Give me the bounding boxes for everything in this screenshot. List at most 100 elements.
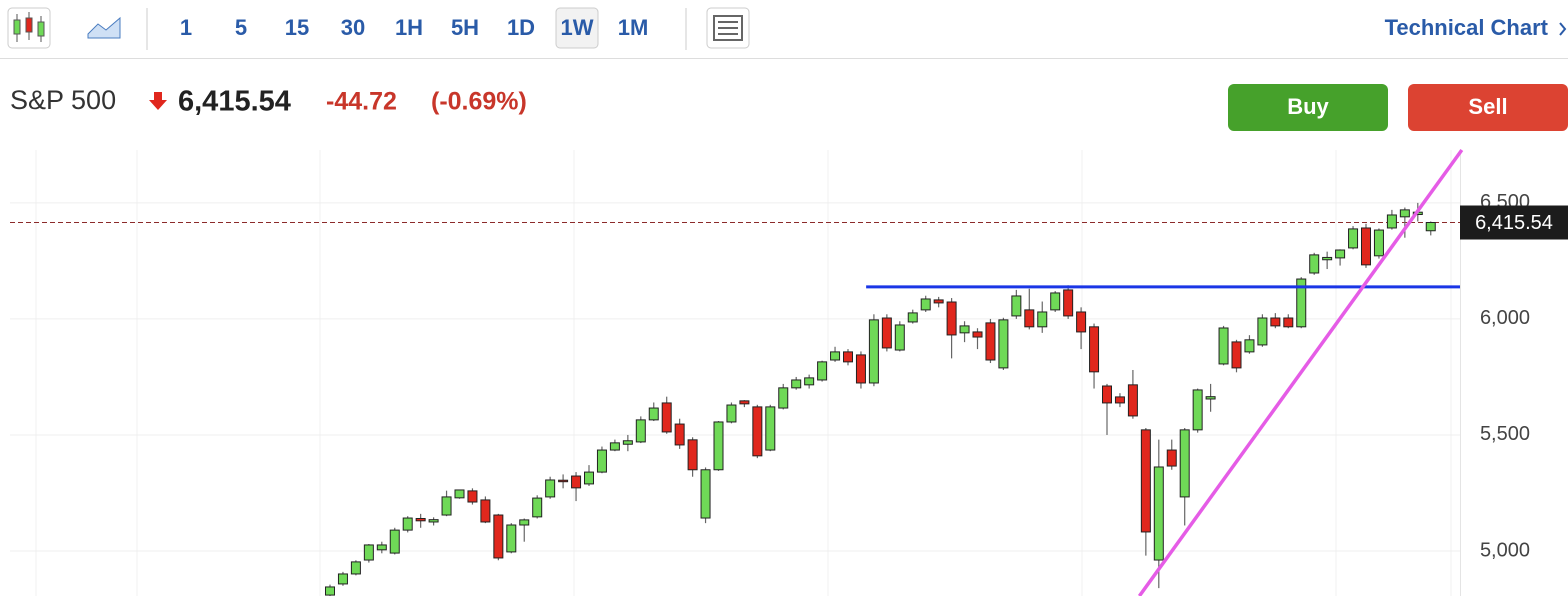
- candle-body: [1218, 327, 1229, 365]
- candle-body: [920, 298, 931, 311]
- candle-body: [1089, 326, 1100, 373]
- candle-body: [687, 439, 698, 471]
- change-percent: (-0.69%): [431, 88, 527, 116]
- candle-body: [1063, 289, 1074, 317]
- line-icon[interactable]: [87, 16, 121, 39]
- candle-body: [1322, 256, 1333, 261]
- interval-button[interactable]: 15: [285, 15, 309, 40]
- candle-body: [1386, 214, 1397, 229]
- link-arrow: [1559, 22, 1567, 36]
- candle-body: [1231, 341, 1242, 369]
- toolbar: 1 5 15 30 1H 5H 1D 1W 1M Technical Chart: [0, 7, 1568, 59]
- candle-body: [661, 402, 672, 433]
- candle-body: [830, 351, 841, 361]
- buy-label: Buy: [1287, 94, 1329, 119]
- candle-body: [817, 361, 828, 381]
- interval-button[interactable]: 5: [235, 15, 247, 40]
- candle-icon: [13, 12, 45, 42]
- candle-body: [700, 469, 711, 519]
- candle-body: [1309, 254, 1320, 274]
- price-tag-label: 6,415.54: [1475, 212, 1553, 234]
- buy-button[interactable]: [1228, 84, 1388, 131]
- candle-body: [674, 423, 685, 446]
- candle-body: [804, 377, 815, 386]
- interval-button[interactable]: 1M: [618, 15, 649, 40]
- candle-body: [415, 517, 426, 522]
- plot: [10, 202, 1460, 596]
- candle-body: [454, 489, 465, 499]
- candle-body: [596, 449, 607, 473]
- interval-button[interactable]: 1D: [507, 15, 535, 40]
- candle-body: [843, 351, 853, 363]
- change: -44.72: [326, 88, 397, 116]
- candle-body: [376, 544, 387, 551]
- candle-body: [739, 400, 750, 405]
- candle-body: [907, 312, 918, 323]
- candle-body: [765, 406, 776, 451]
- candle-body: [558, 479, 569, 483]
- y-tick-label: 6,000: [1480, 307, 1530, 329]
- y-tick-label: 5,000: [1480, 539, 1530, 561]
- sell-label: Sell: [1468, 94, 1507, 119]
- candle-body: [467, 490, 478, 503]
- price-tag: [1460, 205, 1568, 240]
- candle-body: [545, 479, 556, 498]
- candle-body: [1399, 209, 1410, 218]
- candle-body: [726, 404, 737, 423]
- candle-body: [1361, 227, 1371, 266]
- candle-body: [791, 379, 802, 389]
- down-arrow: [149, 92, 167, 110]
- candle-body: [428, 519, 439, 523]
- candle-body: [881, 317, 892, 349]
- candle-body: [532, 497, 543, 518]
- candle-body: [1373, 229, 1384, 257]
- interval-buttons: 1 5 15 30 1H 5H 1D 1W 1M: [180, 7, 649, 49]
- interval-button[interactable]: 30: [341, 15, 365, 40]
- candle-body: [635, 419, 646, 443]
- candle-body: [894, 324, 905, 351]
- instrument-name: S&P 500: [10, 85, 116, 115]
- candle-body: [1192, 389, 1203, 431]
- candle-body: [363, 544, 374, 561]
- candle-body: [1153, 466, 1164, 561]
- candle-body: [506, 524, 517, 553]
- candle-body: [584, 471, 594, 485]
- candle-body: [1114, 396, 1125, 404]
- candle-body: [571, 475, 582, 489]
- candle-body: [1205, 396, 1216, 400]
- technical-chart-link[interactable]: Technical Chart: [1385, 15, 1549, 40]
- candle-body: [1425, 222, 1436, 232]
- interval-button[interactable]: 1: [180, 15, 192, 40]
- sell-button[interactable]: [1408, 84, 1568, 131]
- candle-body: [1257, 317, 1268, 346]
- y-tick-label: 5,500: [1480, 423, 1530, 445]
- candle-body: [337, 573, 348, 585]
- candle-body: [441, 496, 452, 516]
- candle-body: [1270, 317, 1281, 327]
- interval-button[interactable]: 1W: [561, 15, 594, 40]
- candle-body: [713, 421, 724, 471]
- candle-body: [1140, 429, 1151, 533]
- candle-body: [946, 301, 957, 336]
- candle-body: [609, 442, 620, 451]
- candle-body: [648, 407, 659, 421]
- candle-body: [389, 529, 400, 554]
- candle-body: [972, 331, 983, 338]
- candle-body: [959, 325, 970, 334]
- candle-body: [778, 387, 789, 409]
- candle-body: [868, 319, 879, 384]
- candle-body: [493, 514, 504, 559]
- candle-body: [519, 519, 530, 526]
- candle-body: [1037, 311, 1048, 328]
- candle-body: [622, 440, 633, 445]
- candle-body: [855, 354, 866, 384]
- vertical-grid: [35, 150, 1452, 596]
- interval-button[interactable]: 1H: [395, 15, 423, 40]
- interval-button[interactable]: 5H: [451, 15, 479, 40]
- candle-body: [985, 322, 996, 361]
- candle-body: [1296, 278, 1307, 328]
- candle-body: [1348, 228, 1359, 249]
- candle-body: [1244, 339, 1255, 353]
